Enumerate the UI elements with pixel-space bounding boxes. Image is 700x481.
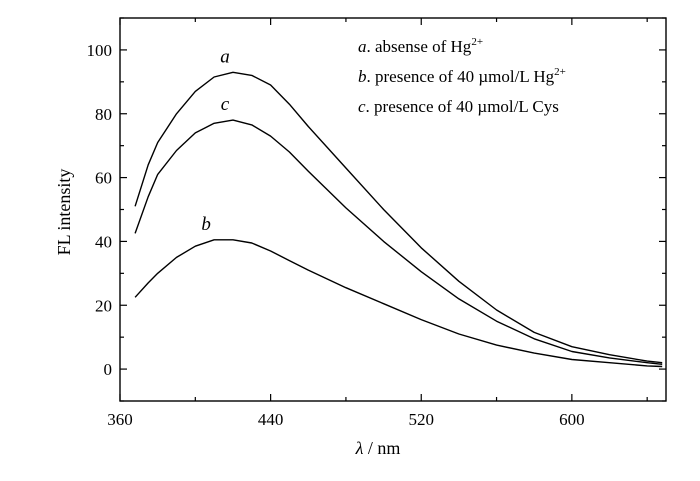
y-tick-label: 20 [95, 296, 112, 315]
axis-ticks: 360 440 520 600 0 20 40 60 80 100 [87, 17, 666, 429]
y-axis-label: FL intensity [54, 169, 74, 256]
legend-entry-c: c. presence of 40 µmol/L Cys [358, 97, 559, 116]
legend-text: . absense of Hg [367, 37, 472, 56]
legend-entry-a: a. absense of Hg2+ [358, 36, 483, 56]
legend-text: . presence of 40 µmol/L Hg [367, 67, 555, 86]
legend-text: . presence of 40 µmol/L Cys [366, 97, 559, 116]
y-tick-label: 100 [87, 41, 113, 60]
y-tick-label: 60 [95, 169, 112, 188]
y-tick-label: 0 [104, 360, 113, 379]
x-axis-unit: / nm [363, 438, 400, 458]
curve-label-b: b [201, 214, 211, 235]
x-axis-symbol: λ [355, 438, 364, 458]
series-line-a [134, 71, 663, 364]
series-layer [134, 71, 663, 368]
legend-key: a [358, 37, 367, 56]
legend-key: b [358, 67, 367, 86]
x-tick-label: 600 [559, 410, 585, 429]
legend-superscript: 2+ [554, 66, 566, 78]
curve-labels: a b c [201, 46, 229, 235]
x-axis-label: λ / nm [355, 438, 401, 458]
series-line-c [134, 119, 663, 365]
legend-superscript: 2+ [471, 36, 483, 48]
x-tick-label: 440 [258, 410, 284, 429]
y-tick-label: 80 [95, 105, 112, 124]
legend-key: c [358, 97, 366, 116]
legend-entry-b: b. presence of 40 µmol/L Hg2+ [358, 66, 566, 86]
curve-label-a: a [220, 46, 230, 67]
x-tick-label: 360 [107, 410, 133, 429]
legend: a. absense of Hg2+b. presence of 40 µmol… [358, 36, 566, 116]
x-tick-label: 520 [408, 410, 434, 429]
y-tick-label: 40 [95, 232, 112, 251]
curve-label-c: c [221, 94, 230, 115]
series-line-b [134, 239, 663, 368]
